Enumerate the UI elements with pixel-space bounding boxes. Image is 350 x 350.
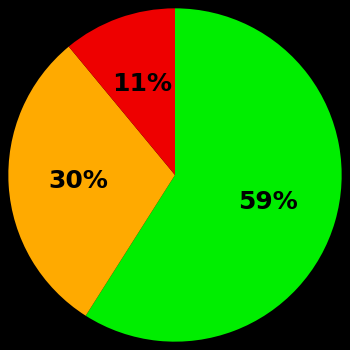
Wedge shape	[86, 8, 342, 342]
Text: 11%: 11%	[112, 72, 172, 96]
Wedge shape	[69, 8, 175, 175]
Text: 30%: 30%	[49, 169, 108, 193]
Text: 59%: 59%	[238, 190, 298, 214]
Wedge shape	[8, 47, 175, 316]
